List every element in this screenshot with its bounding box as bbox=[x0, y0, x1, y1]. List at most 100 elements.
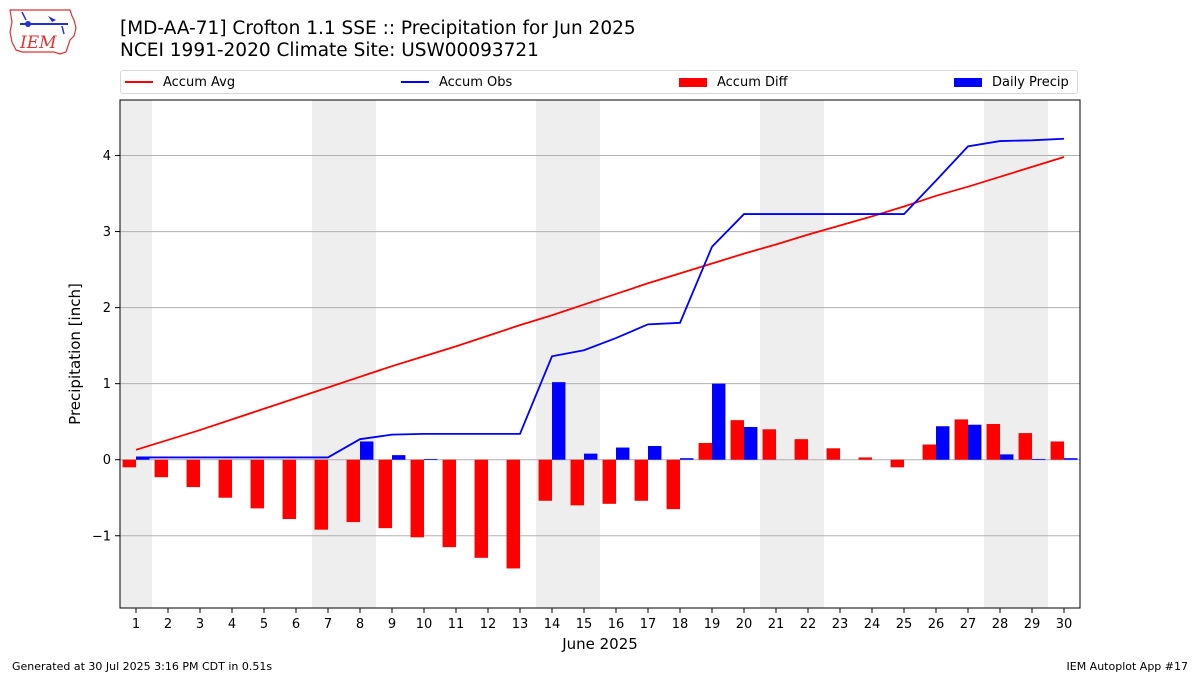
daily-precip-bar-27 bbox=[968, 424, 982, 460]
xtick-label-10: 10 bbox=[416, 617, 433, 632]
footer-app: IEM Autoplot App #17 bbox=[1066, 660, 1189, 673]
xtick-label-17: 17 bbox=[640, 617, 657, 632]
legend-item-accum-diff: Accum Diff bbox=[679, 74, 788, 90]
iem-logo: IEM bbox=[8, 6, 80, 58]
legend-swatch-accum-avg bbox=[125, 81, 153, 83]
logo-text: IEM bbox=[19, 33, 57, 53]
accum-diff-bar-20 bbox=[730, 420, 744, 460]
xtick-label-11: 11 bbox=[448, 617, 465, 632]
legend-label-accum-diff: Accum Diff bbox=[717, 74, 788, 90]
ytick-label-1: 1 bbox=[103, 377, 111, 392]
ytick-label-2: 2 bbox=[103, 301, 111, 316]
xtick-label-23: 23 bbox=[832, 617, 849, 632]
xtick-label-14: 14 bbox=[544, 617, 561, 632]
footer-generated: Generated at 30 Jul 2025 3:16 PM CDT in … bbox=[12, 660, 273, 673]
accum-diff-bar-23 bbox=[826, 448, 840, 460]
daily-precip-bar-9 bbox=[392, 455, 406, 460]
weekend-shade-4 bbox=[984, 100, 1048, 608]
legend-label-accum-avg: Accum Avg bbox=[163, 74, 236, 90]
accum-diff-bar-8 bbox=[346, 459, 360, 523]
chart-legend: Accum Avg Accum Obs Accum Diff Daily Pre… bbox=[120, 70, 1078, 94]
chart-title-line2: NCEI 1991-2020 Climate Site: USW00093721 bbox=[120, 40, 539, 61]
xtick-label-16: 16 bbox=[608, 617, 625, 632]
accum-diff-bar-9 bbox=[378, 459, 392, 529]
accum-diff-bar-25 bbox=[890, 459, 904, 468]
chart-title-line1: [MD-AA-71] Crofton 1.1 SSE :: Precipitat… bbox=[120, 18, 636, 39]
daily-precip-bar-26 bbox=[936, 426, 950, 460]
legend-label-daily-precip: Daily Precip bbox=[992, 74, 1069, 90]
daily-precip-bar-17 bbox=[648, 446, 662, 460]
ytick-label--1: −1 bbox=[92, 529, 111, 544]
accum-diff-bar-3 bbox=[186, 459, 200, 488]
daily-precip-bar-10 bbox=[424, 458, 438, 460]
accum-diff-bar-22 bbox=[794, 439, 808, 460]
legend-swatch-accum-obs bbox=[401, 81, 429, 83]
accum-diff-bar-12 bbox=[474, 459, 488, 558]
chart-title: [MD-AA-71] Crofton 1.1 SSE :: Precipitat… bbox=[120, 18, 636, 62]
y-gridlines bbox=[120, 155, 1080, 537]
accum-diff-bar-14 bbox=[538, 459, 552, 501]
xtick-label-28: 28 bbox=[992, 617, 1009, 632]
xtick-label-13: 13 bbox=[512, 617, 529, 632]
xtick-label-20: 20 bbox=[736, 617, 753, 632]
accum-obs-line bbox=[136, 137, 1065, 459]
xtick-label-27: 27 bbox=[960, 617, 977, 632]
legend-item-accum-avg: Accum Avg bbox=[125, 74, 235, 90]
xtick-label-12: 12 bbox=[480, 617, 497, 632]
daily-precip-bar-16 bbox=[616, 447, 630, 460]
xtick-label-8: 8 bbox=[356, 617, 364, 632]
x-axis-ticks: 1 2 3 4 5 6 7 8 9 10 11 12 13 14 15 16 17 18 19 20 21 22 23 24 2… bbox=[132, 608, 1072, 632]
accum-diff-bar-24 bbox=[858, 457, 872, 460]
accum-diff-bar-2 bbox=[154, 459, 168, 478]
xtick-label-2: 2 bbox=[164, 617, 172, 632]
xtick-label-25: 25 bbox=[896, 617, 913, 632]
legend-item-daily-precip: Daily Precip bbox=[954, 74, 1069, 90]
xtick-label-26: 26 bbox=[928, 617, 945, 632]
daily-precip-bar-15 bbox=[584, 453, 598, 460]
accum-diff-bar-11 bbox=[442, 459, 456, 548]
daily-precip-bar-1 bbox=[136, 457, 150, 460]
weekend-shading bbox=[120, 100, 1048, 608]
accum-diff-bar-29 bbox=[1018, 433, 1032, 460]
daily-precip-bar-18 bbox=[680, 458, 694, 460]
daily-precip-bar-20 bbox=[744, 427, 758, 460]
daily-precip-bar-28 bbox=[1000, 454, 1014, 460]
xtick-label-15: 15 bbox=[576, 617, 593, 632]
accum-diff-bar-5 bbox=[250, 459, 264, 509]
daily-precip-bar-14 bbox=[552, 382, 566, 460]
xtick-label-21: 21 bbox=[768, 617, 785, 632]
daily-precip-bar-8 bbox=[360, 441, 374, 460]
legend-swatch-daily-precip bbox=[954, 77, 982, 87]
daily-precip-bar-30 bbox=[1064, 458, 1078, 460]
accum-diff-bar-16 bbox=[602, 459, 616, 504]
xtick-label-6: 6 bbox=[292, 617, 300, 632]
accum-diff-bar-7 bbox=[314, 459, 328, 530]
accum-diff-bar-30 bbox=[1050, 441, 1064, 460]
ytick-label-0: 0 bbox=[103, 453, 111, 468]
accum-diff-bar-27 bbox=[954, 419, 968, 460]
xtick-label-4: 4 bbox=[228, 617, 236, 632]
accum-diff-bar-18 bbox=[666, 459, 680, 510]
accum-diff-bar-15 bbox=[570, 459, 584, 506]
accum-diff-bar-28 bbox=[986, 423, 1000, 460]
ytick-label-4: 4 bbox=[103, 149, 111, 164]
accum-diff-bar-13 bbox=[506, 459, 520, 569]
xtick-label-19: 19 bbox=[704, 617, 721, 632]
x-axis-label: June 2025 bbox=[561, 635, 638, 653]
accum-diff-bar-6 bbox=[282, 459, 296, 520]
xtick-label-5: 5 bbox=[260, 617, 268, 632]
xtick-label-22: 22 bbox=[800, 617, 817, 632]
xtick-label-9: 9 bbox=[388, 617, 396, 632]
accum-diff-bar-10 bbox=[410, 459, 424, 538]
accum-diff-bar-17 bbox=[634, 459, 648, 501]
ytick-label-3: 3 bbox=[103, 225, 111, 240]
accum-diff-bar-19 bbox=[698, 442, 712, 460]
daily-precip-bar-19 bbox=[712, 383, 726, 460]
xtick-label-24: 24 bbox=[864, 617, 881, 632]
xtick-label-7: 7 bbox=[324, 617, 332, 632]
y-axis-ticks: −1 0 1 2 3 4 bbox=[92, 149, 120, 544]
accum-avg-line bbox=[135, 156, 1065, 451]
accum-diff-bar-21 bbox=[762, 429, 776, 460]
xtick-label-1: 1 bbox=[132, 617, 140, 632]
